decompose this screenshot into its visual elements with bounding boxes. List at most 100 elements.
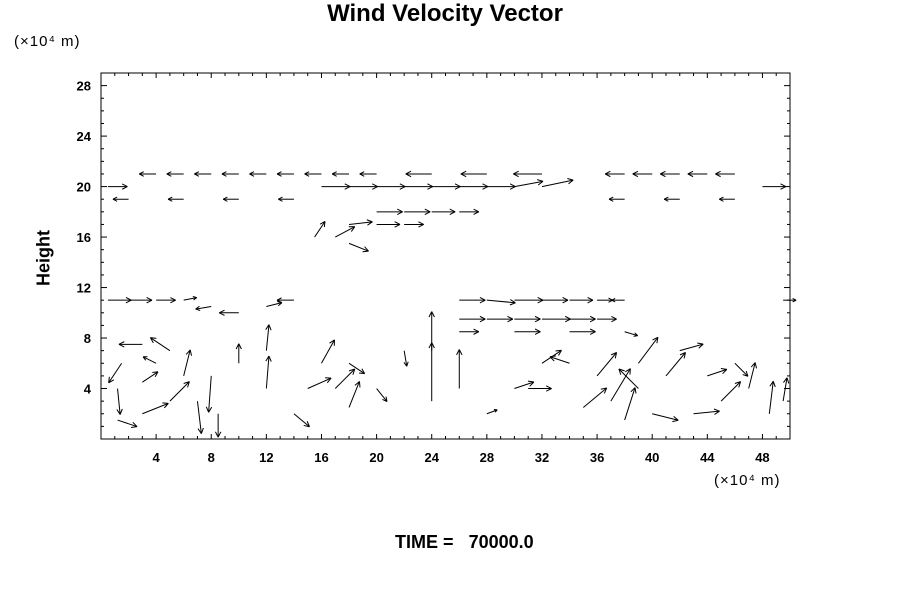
- wind-vector: [734, 362, 749, 377]
- wind-vector: [335, 226, 356, 238]
- wind-vector: [293, 413, 310, 428]
- wind-vector: [276, 297, 294, 303]
- wind-vector: [107, 297, 132, 304]
- wind-vector: [569, 315, 596, 323]
- wind-vector: [514, 179, 544, 188]
- wind-vector: [597, 297, 613, 303]
- wind-vector: [720, 381, 742, 402]
- wind-vector: [652, 413, 679, 423]
- wind-vector: [486, 183, 516, 190]
- wind-vector: [214, 413, 222, 438]
- wind-vector: [693, 408, 720, 415]
- vector-arrows: [107, 170, 797, 438]
- wind-vector: [183, 296, 197, 301]
- wind-vector: [596, 352, 618, 377]
- wind-vector: [486, 408, 498, 415]
- wind-vector: [679, 342, 704, 352]
- x-tick-label: 20: [369, 450, 383, 465]
- wind-vector: [166, 171, 184, 177]
- wind-vector: [304, 171, 322, 177]
- wind-vector: [156, 297, 176, 304]
- wind-vector: [142, 371, 159, 383]
- wind-vector: [569, 297, 594, 304]
- wind-vector: [597, 316, 617, 323]
- wind-vector: [331, 171, 350, 177]
- wind-vector: [582, 387, 608, 408]
- wind-vector: [514, 315, 541, 323]
- time-value: 70000.0: [468, 532, 534, 552]
- x-tick-label: 16: [314, 450, 328, 465]
- wind-vector: [376, 208, 403, 215]
- wind-vector: [624, 331, 638, 337]
- wind-vector: [348, 362, 366, 375]
- wind-vector: [541, 297, 569, 304]
- wind-vector: [604, 170, 625, 178]
- wind-vector: [195, 305, 212, 311]
- wind-vector: [460, 170, 487, 178]
- wind-vector: [376, 388, 388, 402]
- wind-vector: [663, 196, 680, 202]
- wind-vector: [431, 183, 461, 190]
- wind-vector: [108, 362, 123, 384]
- wind-vector: [348, 381, 361, 408]
- wind-vector: [638, 336, 659, 364]
- wind-vector: [624, 387, 637, 421]
- x-tick-label: 48: [755, 450, 769, 465]
- wind-vector: [748, 362, 757, 389]
- wind-vector: [459, 315, 486, 323]
- wind-vector: [117, 419, 138, 428]
- wind-vector: [235, 343, 242, 364]
- wind-vector: [610, 368, 631, 402]
- wind-vector: [359, 171, 377, 177]
- wind-vector: [138, 171, 157, 177]
- wind-vector: [428, 311, 435, 351]
- wind-vector: [783, 297, 797, 303]
- wind-vector: [768, 380, 776, 414]
- y-tick-label: 20: [77, 180, 91, 195]
- wind-vector: [107, 183, 128, 190]
- x-tick-label: 36: [590, 450, 604, 465]
- wind-vector: [514, 328, 541, 335]
- x-tick-label: 8: [208, 450, 215, 465]
- wind-vector: [196, 401, 204, 434]
- plot-frame: [100, 72, 791, 440]
- wind-vector: [486, 315, 514, 323]
- wind-vector: [660, 170, 680, 178]
- wind-vector: [118, 341, 143, 348]
- wind-vector: [715, 170, 735, 178]
- x-tick-label: 44: [700, 450, 715, 465]
- wind-vector: [632, 170, 653, 178]
- wind-vector: [314, 221, 326, 238]
- wind-vector: [403, 350, 409, 367]
- y-tick-label: 16: [77, 230, 91, 245]
- x-axis-unit: (×10⁴ m): [714, 472, 781, 489]
- x-tick-label: 40: [645, 450, 659, 465]
- wind-vector: [762, 183, 787, 190]
- y-tick-label: 24: [77, 129, 92, 144]
- wind-vector: [348, 242, 369, 253]
- x-tick-label: 24: [424, 450, 439, 465]
- wind-vector: [404, 221, 424, 228]
- wind-vector: [486, 299, 516, 306]
- x-tick-label: 32: [535, 450, 549, 465]
- wind-vector: [608, 196, 625, 202]
- wind-vector: [459, 183, 489, 190]
- wind-vector: [431, 208, 456, 215]
- wind-vector: [459, 328, 480, 335]
- wind-vector: [167, 196, 184, 202]
- wind-vector: [142, 402, 169, 415]
- wind-vector: [265, 355, 272, 389]
- x-tick-label: 28: [480, 450, 494, 465]
- y-tick-label: 28: [77, 79, 91, 94]
- wind-vector: [194, 171, 212, 177]
- wind-vector: [456, 349, 463, 389]
- wind-vector: [405, 170, 432, 178]
- wind-vector: [376, 221, 401, 228]
- wind-vector: [321, 339, 335, 364]
- wind-vector: [112, 196, 129, 202]
- wind-vector: [183, 349, 193, 377]
- wind-vector: [782, 377, 790, 402]
- y-axis-unit: (×10⁴ m): [14, 33, 81, 50]
